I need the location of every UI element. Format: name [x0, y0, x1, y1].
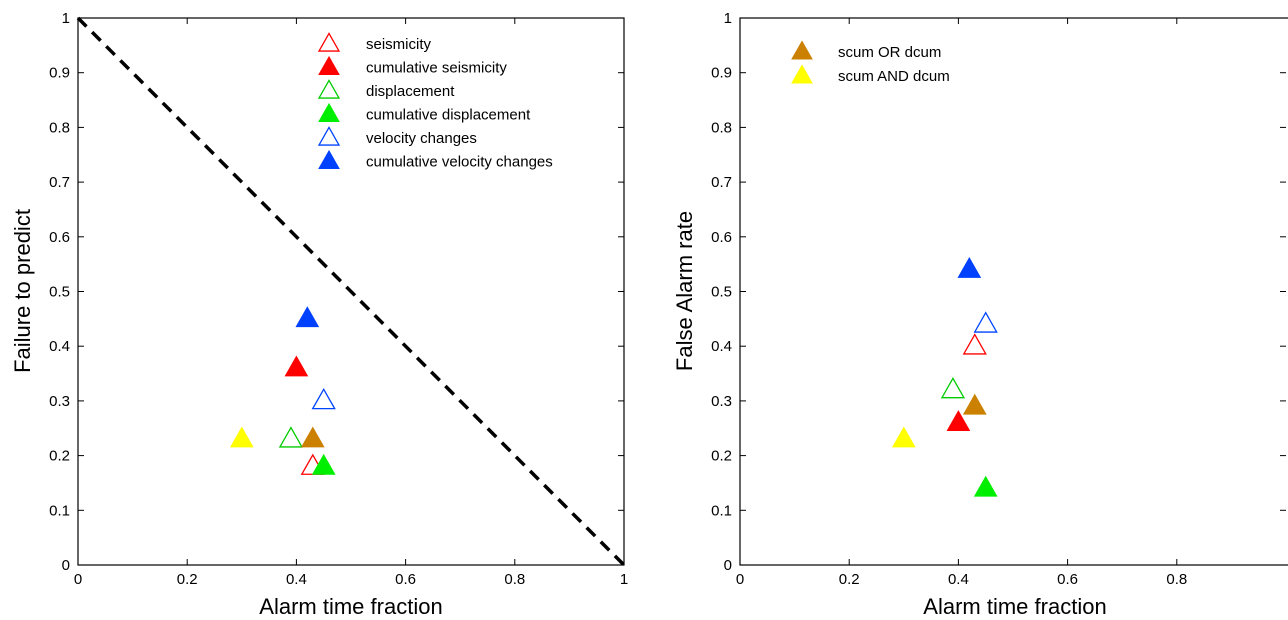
- legend-label: displacement: [366, 83, 455, 100]
- legend-marker: [318, 102, 340, 123]
- legend-marker: [318, 149, 340, 170]
- legend-marker: [317, 126, 341, 146]
- legend-label: cumulative seismicity: [366, 60, 507, 77]
- left-legend: seismicity cumulative seismicity displacem…: [317, 32, 553, 171]
- x-tick-label: 0.4: [286, 571, 307, 588]
- y-tick-label: 0.5: [711, 284, 732, 301]
- left-panel: 0 0.2 0.4 0.6 0.8 1 0 0.1 0.2 0.3 0.4 0.5 0.6 0.7 0.8 0…: [10, 10, 628, 619]
- right-x-axis-label: Alarm time fraction: [923, 594, 1106, 619]
- y-tick-label: 0.5: [49, 284, 70, 301]
- x-tick-label: 0.2: [177, 571, 198, 588]
- legend-marker: [791, 40, 813, 60]
- left-ticks: 0 0.2 0.4 0.6 0.8 1 0 0.1 0.2 0.3 0.4 0.5 0.6 0.7 0.8 0…: [49, 10, 628, 588]
- y-tick-label: 0.6: [49, 229, 70, 246]
- y-tick-label: 0.4: [711, 338, 732, 355]
- left-markers: [229, 306, 336, 475]
- y-tick-label: 0.7: [49, 174, 70, 191]
- data-point-marker: [284, 355, 309, 377]
- legend-marker: [317, 79, 341, 99]
- left-y-axis-label: Failure to predict: [10, 209, 35, 373]
- legend-label: seismicity: [366, 36, 432, 53]
- x-tick-label: 0: [74, 571, 82, 588]
- y-tick-label: 0: [724, 557, 732, 574]
- data-point-marker: [891, 426, 916, 448]
- legend-marker: [791, 64, 813, 84]
- legend-label: scum AND dcum: [838, 68, 950, 85]
- data-point-marker: [278, 426, 304, 448]
- right-legend: scum OR dcum scum AND dcum: [791, 40, 950, 85]
- y-tick-label: 0.1: [711, 502, 732, 519]
- legend-label: cumulative displacement: [366, 107, 531, 124]
- x-tick-label: 1: [620, 571, 628, 588]
- y-tick-label: 0.8: [49, 119, 70, 136]
- left-x-axis-label: Alarm time fraction: [259, 594, 442, 619]
- legend-label: velocity changes: [366, 130, 477, 147]
- y-tick-label: 0.8: [711, 119, 732, 136]
- x-tick-label: 0.6: [395, 571, 416, 588]
- plot-area-right: [739, 17, 1288, 566]
- data-point-marker: [957, 256, 982, 278]
- x-tick-label: 0: [736, 571, 744, 588]
- y-tick-label: 0.2: [49, 448, 70, 465]
- data-point-marker: [311, 453, 336, 475]
- data-point-marker: [946, 410, 971, 432]
- x-tick-label: 0.6: [1057, 571, 1078, 588]
- x-tick-label: 0.2: [839, 571, 860, 588]
- right-y-axis-label: False Alarm rate: [672, 211, 697, 371]
- x-tick-label: 0.8: [1166, 571, 1187, 588]
- data-point-marker: [962, 333, 987, 355]
- legend-label: cumulative velocity changes: [366, 154, 553, 171]
- legend-marker: [318, 55, 340, 76]
- y-tick-label: 1: [62, 10, 70, 27]
- data-point-marker: [229, 426, 254, 448]
- right-panel: 0 0.2 0.4 0.6 0.8 0 0.1 0.2 0.3 0.4 0.5 0.6 0.7 0.8 0.…: [672, 10, 1288, 619]
- x-tick-label: 0.8: [504, 571, 525, 588]
- data-point-marker: [962, 393, 987, 415]
- y-tick-label: 0.1: [49, 502, 70, 519]
- data-point-marker: [300, 426, 325, 448]
- right-markers: [891, 256, 998, 497]
- data-point-marker: [311, 387, 336, 410]
- y-tick-label: 0.9: [711, 65, 732, 82]
- legend-marker: [317, 32, 341, 52]
- y-tick-label: 0.6: [711, 229, 732, 246]
- y-tick-label: 0.4: [49, 338, 70, 355]
- data-point-marker: [973, 475, 998, 497]
- y-tick-label: 0.3: [49, 393, 70, 410]
- diagonal-reference-line: [76, 16, 626, 567]
- data-point-marker: [295, 306, 320, 328]
- y-tick-label: 0.3: [711, 393, 732, 410]
- y-tick-label: 0.7: [711, 174, 732, 191]
- y-tick-label: 1: [724, 10, 732, 27]
- y-tick-label: 0.2: [711, 448, 732, 465]
- left-reference-line: [76, 16, 626, 567]
- data-point-marker: [940, 377, 966, 399]
- legend-label: scum OR dcum: [838, 44, 941, 61]
- y-tick-label: 0.9: [49, 65, 70, 82]
- data-point-marker: [973, 311, 998, 333]
- y-tick-label: 0: [62, 557, 70, 574]
- x-tick-label: 0.4: [948, 571, 969, 588]
- right-ticks: 0 0.2 0.4 0.6 0.8 0 0.1 0.2 0.3 0.4 0.5 0.6 0.7 0.8 0.…: [711, 10, 1286, 588]
